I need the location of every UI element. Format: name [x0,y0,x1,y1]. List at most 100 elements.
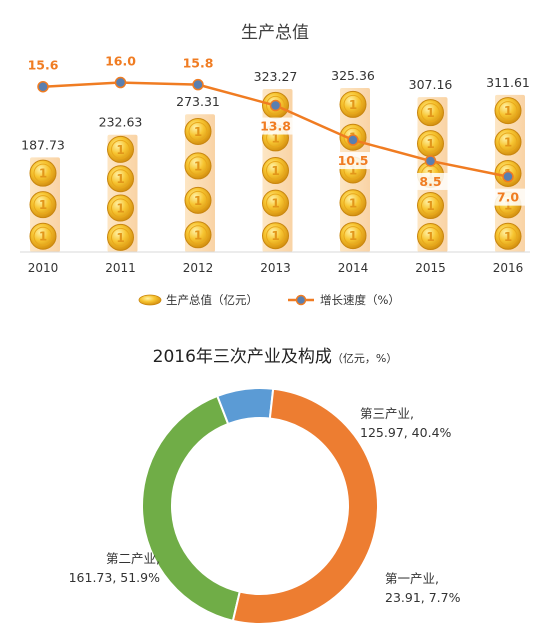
pie-title: 2016年三次产业及构成 [153,347,332,367]
gdp-bar-shadow [107,134,138,252]
growth-label-text: 8.5 [419,174,441,189]
coin-rim [343,226,363,246]
slice-value-label: 125.97, 40.4% [360,425,452,440]
donut-labels: 第一产业, 23.91, 7.7% 第二产业, 161.73, 51.9% 第三产业, 1… [69,406,461,605]
coin-rim [188,225,208,245]
coin-icon: 1 [494,222,522,250]
coin-glyph: 1 [349,196,357,210]
growth-label-text: 10.5 [338,153,369,168]
coin-rim [498,163,518,183]
growth-label-bg [258,117,293,135]
coin-rim [421,103,440,123]
donut-slice-0 [216,387,275,426]
coin-rim [343,94,363,114]
coin-rim [498,101,518,121]
coin-icon: 1 [107,135,134,163]
x-tick-label: 2014 [338,261,369,275]
slice-value-label: 23.91, 7.7% [385,590,461,605]
growth-line [37,76,514,183]
slice-value-label: 161.73, 51.9% [69,570,161,585]
coin-rim [33,226,53,246]
coin-rim [343,193,363,213]
gdp-bars: 1111111111111111111111111111111 [29,88,525,253]
x-tick-label: 2012 [183,261,214,275]
growth-point [192,78,204,91]
gdp-value-label: 323.27 [254,69,298,84]
coin-glyph: 1 [271,131,279,145]
coin-glyph: 1 [194,228,202,242]
coin-icon: 1 [417,192,444,220]
growth-label-2016: 7.0 [491,188,525,206]
coin-glyph: 1 [426,199,434,213]
coin-glyph: 1 [116,172,124,186]
gdp-value-label: 325.36 [331,68,375,83]
gdp-value-label: 232.63 [99,115,143,130]
coin-icon: 1 [29,159,57,187]
coin-glyph: 1 [426,106,434,120]
coin-icon: 1 [262,222,289,250]
chart-title: 生产总值 [241,23,309,43]
coin-glyph: 1 [116,143,124,157]
coin-rim [111,198,130,218]
coin-icon: 1 [494,97,522,125]
coin-rim [266,161,285,181]
growth-label-2010: 15.6 [26,56,60,74]
x-tick-label: 2015 [415,261,446,275]
growth-label-2014: 10.5 [336,152,370,170]
coin-rim [188,156,208,176]
growth-label-2011: 16.0 [103,52,138,70]
growth-label-2013: 13.8 [258,117,293,135]
coin-rim [111,139,130,159]
gdp-bar-2011: 1 1 1 1 [107,134,138,252]
legend-growth-label: 增长速度（%） [320,293,400,307]
coin-glyph: 1 [194,194,202,208]
coin-glyph: 1 [504,104,512,118]
growth-label-text: 7.0 [497,190,519,205]
growth-point [502,170,514,183]
growth-label-text: 15.8 [183,56,214,71]
slice-name-label: 第一产业, [385,571,439,586]
growth-label-bg [413,172,448,190]
coin-icon: 1 [29,191,57,219]
legend-line-marker-icon [295,294,307,306]
coin-glyph: 1 [504,136,512,150]
coin-rim [111,227,130,247]
coin-rim [188,190,208,210]
donut-slice-2 [141,394,242,623]
growth-label-bg [103,52,138,70]
coin-rim [266,193,285,213]
coin-rim [33,163,53,183]
growth-label-bg [336,152,370,170]
coin-glyph: 1 [504,230,512,244]
x-tick-label: 2016 [493,261,524,275]
coin-icon: 1 [107,194,134,222]
coin-rim [266,226,285,246]
growth-point [269,99,282,112]
coin-icon: 1 [184,152,212,180]
coin-glyph: 1 [426,230,434,244]
coin-glyph: 1 [39,167,47,181]
pie-unit: （亿元，%） [332,352,397,365]
coin-icon: 1 [417,99,444,127]
coin-icon: 1 [339,90,367,118]
growth-point [347,134,359,146]
slice-name-label: 第三产业, [360,406,414,421]
coin-rim [188,121,208,141]
donut-slice-1 [231,387,379,625]
gdp-value-label: 307.16 [409,77,453,92]
gdp-value-label: 187.73 [21,137,65,152]
coin-icon: 1 [417,130,444,158]
slice-name-label: 第二产业, [106,551,160,566]
coin-icon: 1 [29,222,57,250]
coin-icon: 1 [494,128,522,156]
coin-icon: 1 [107,165,134,193]
growth-label-bg [491,188,525,206]
coin-rim [421,227,440,247]
coin-icon: 1 [262,189,289,217]
gdp-bar-2012: 1 1 1 1 [184,114,215,252]
gdp-value-label: 311.61 [486,75,530,90]
coin-rim [266,95,285,115]
growth-point [424,155,437,167]
